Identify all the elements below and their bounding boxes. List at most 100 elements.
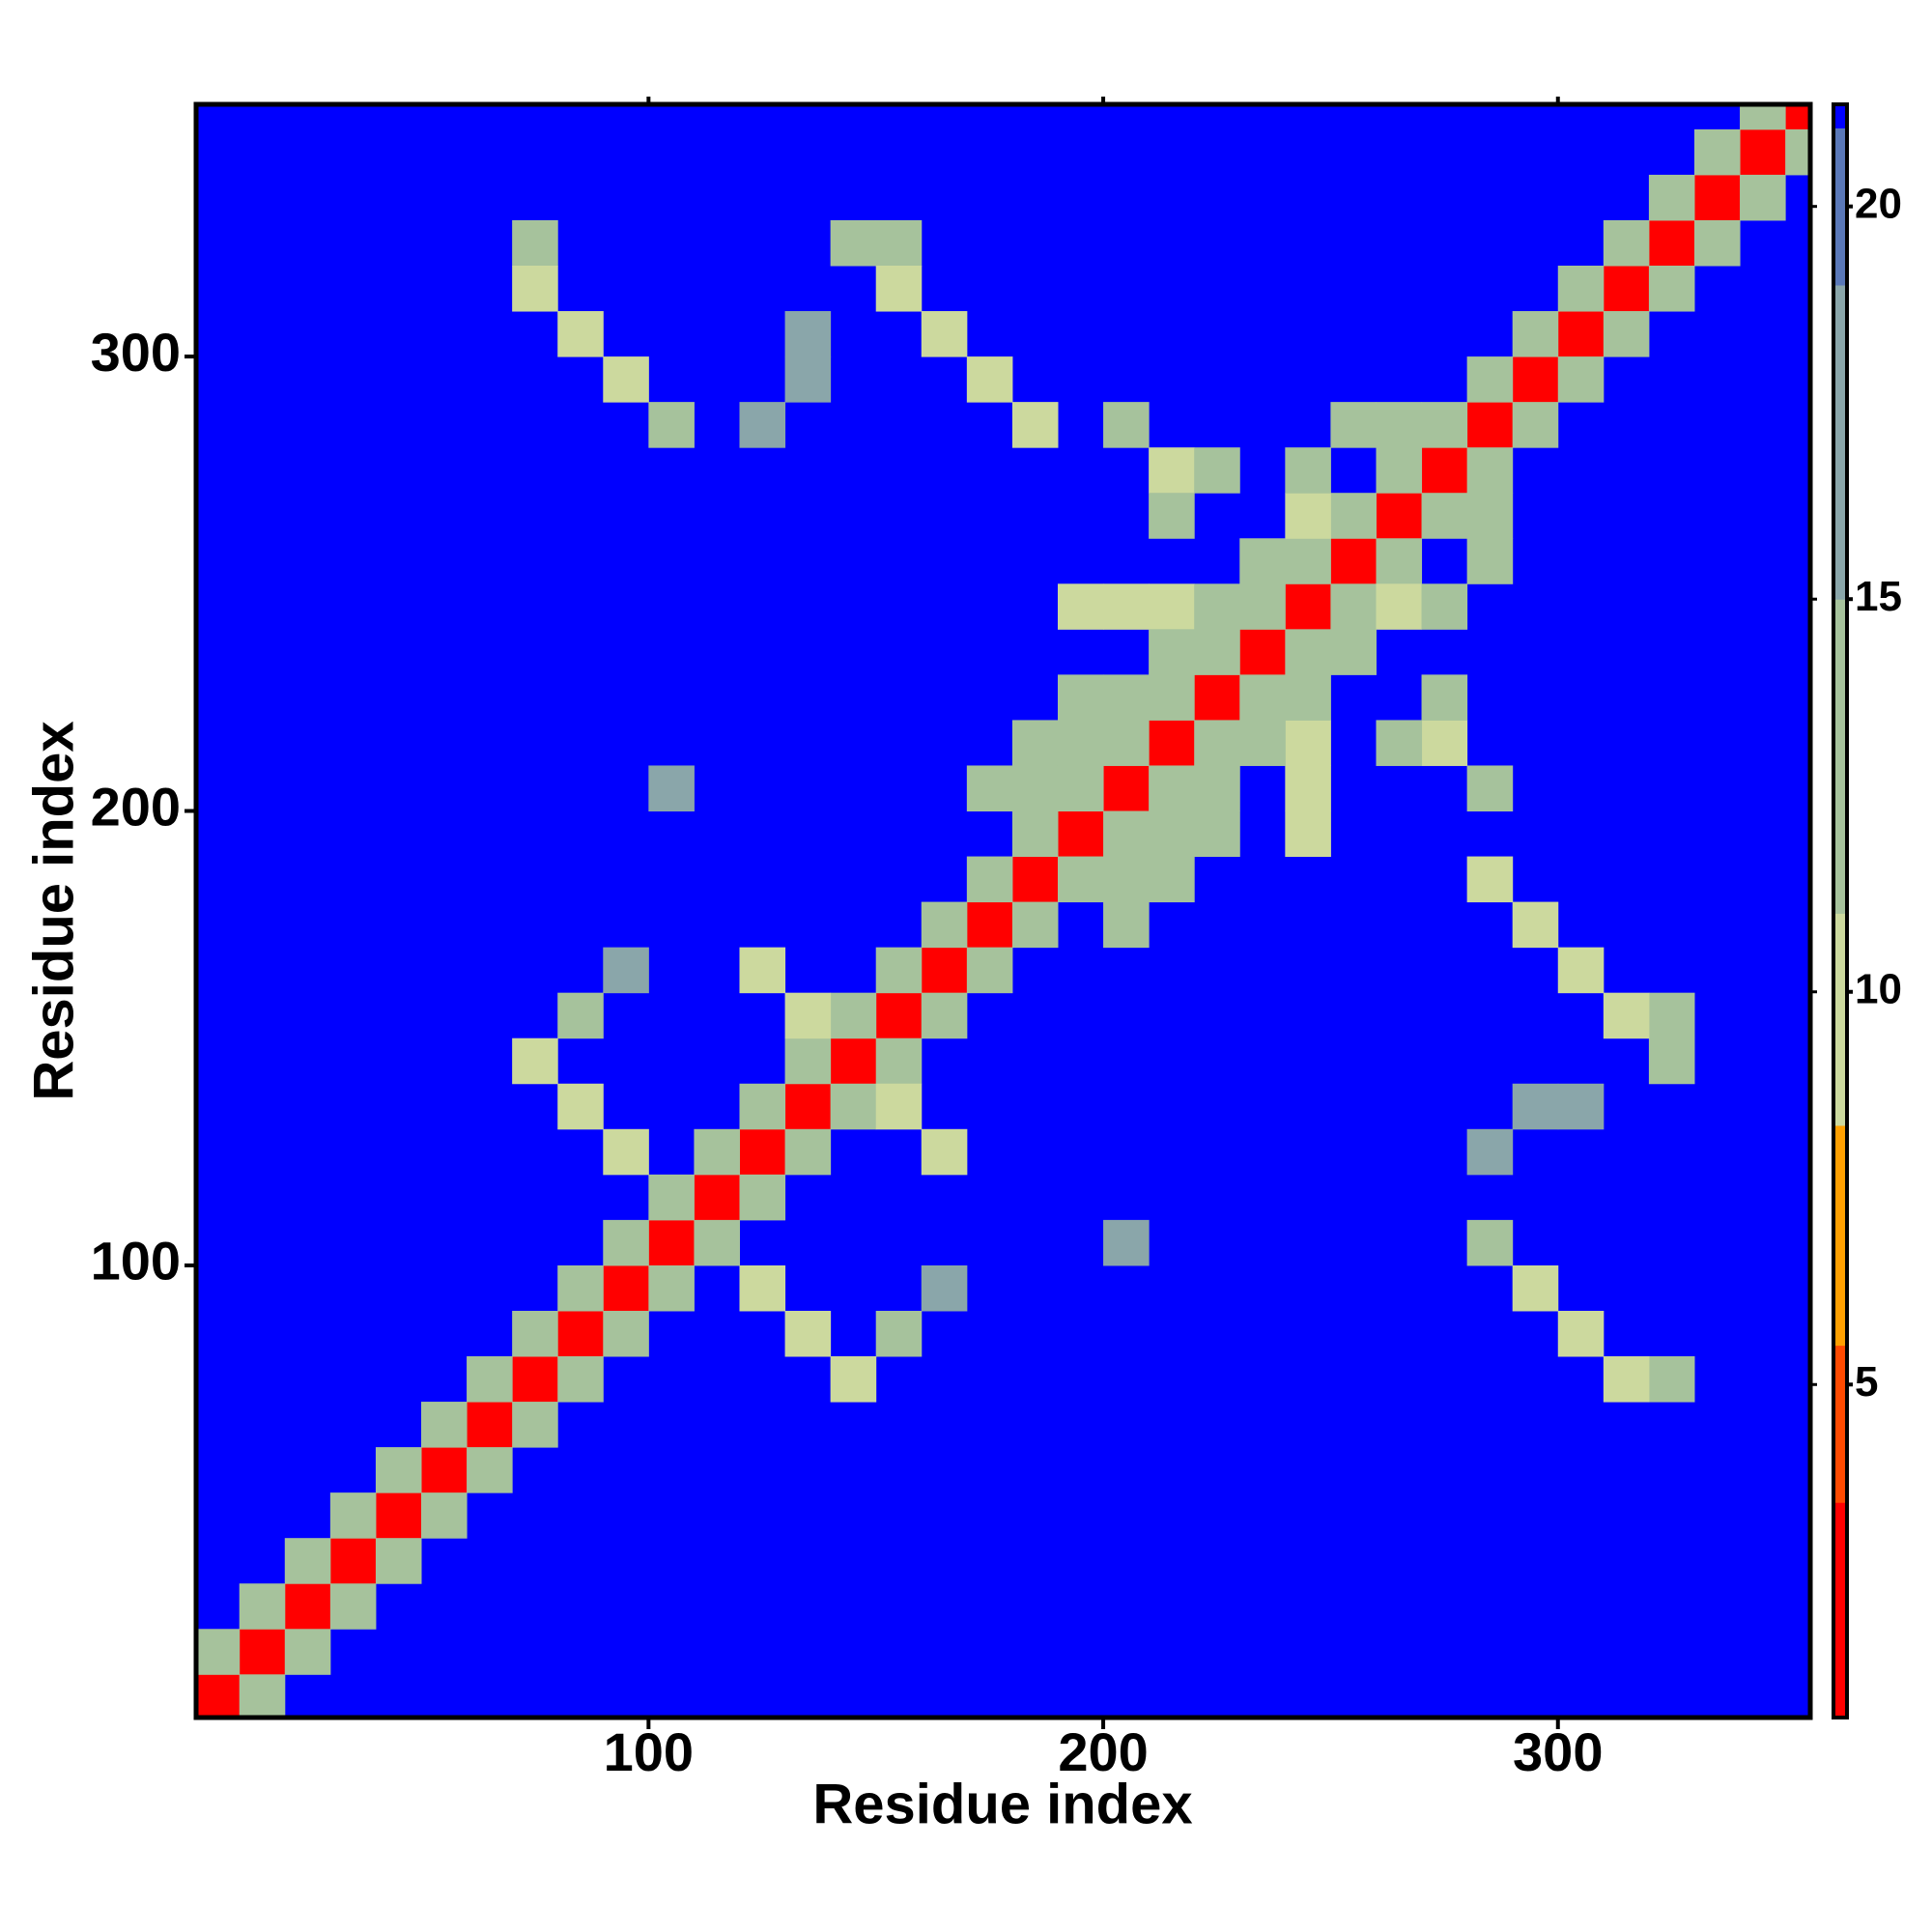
heatmap-cell [1693,219,1741,267]
heatmap-cell [784,1083,832,1130]
heatmap-cell [603,356,649,403]
heatmap-cell [557,1264,604,1312]
heatmap-cell [239,1583,286,1630]
heatmap-cell [1648,219,1695,267]
x-tick-label: 200 [1058,1721,1148,1782]
heatmap-cell [1466,493,1514,539]
heatmap-cell [784,356,832,403]
heatmap-cell [1376,402,1423,448]
heatmap-cell [784,1037,832,1085]
heatmap-cell [1557,356,1605,403]
heatmap-cell [1512,901,1559,949]
heatmap-cell [1011,810,1059,858]
heatmap-cell [1785,128,1810,176]
panel-frame [193,101,1813,1720]
heatmap-cell [875,219,923,267]
heatmap-cell [1512,311,1559,357]
heatmap-cell [1285,674,1331,721]
heatmap-cell [875,1037,923,1085]
heatmap-cell [557,1083,604,1130]
colorbar-segment [1833,285,1847,600]
heatmap-cell [1693,174,1741,221]
colorbar-segment [1833,1345,1847,1503]
x-axis-title: Residue index [812,1773,1192,1835]
heatmap-cell [1285,765,1331,812]
heatmap-cell [1149,720,1195,766]
heatmap-cell [1466,447,1514,494]
heatmap-cell [1149,674,1195,721]
heatmap-cell [467,1402,513,1448]
heatmap-cell [875,992,923,1039]
heatmap-cell [196,1674,241,1718]
heatmap-cell [1149,447,1195,494]
heatmap-cell [1648,1356,1695,1403]
heatmap-cell [512,1402,558,1448]
heatmap-cell [1421,447,1468,494]
heatmap-cell [603,1310,649,1357]
heatmap-cell [966,856,1013,903]
heatmap-cell [603,1264,649,1312]
colorbar-segment [1833,913,1847,1126]
heatmap-cell [830,1037,877,1085]
heatmap-cell [875,266,923,312]
heatmap-cell [239,1629,286,1675]
heatmap-cell [512,1310,558,1357]
heatmap-cell [1103,1219,1150,1266]
heatmap-cell [1603,1356,1650,1403]
heatmap-cell [603,947,649,994]
heatmap-cell [1376,720,1423,766]
heatmap-cell [1376,583,1423,630]
heatmap-cell [1740,104,1786,130]
heatmap-cell [1194,810,1240,858]
heatmap-cell [1103,765,1150,812]
heatmap-cell [784,1128,832,1176]
heatmap-cell [1603,219,1650,267]
heatmap-cell [1103,583,1150,630]
heatmap-cell [830,1356,877,1403]
heatmap-cell [1512,1083,1559,1130]
heatmap-cell [329,1492,377,1539]
heatmap [196,104,1810,1718]
heatmap-cell [921,947,968,994]
heatmap-cell [875,1310,923,1357]
heatmap-cell [784,311,832,357]
heatmap-cell [739,1264,786,1312]
heatmap-cell [1330,583,1377,630]
heatmap-cell [1330,629,1377,675]
y-axis-title: Residue index [22,721,85,1100]
heatmap-cell [648,1174,695,1221]
heatmap-cell [1512,1264,1559,1312]
heatmap-cell [284,1629,331,1675]
y-tick-label: 200 [91,776,181,837]
heatmap-cell [1103,856,1150,903]
x-tick-label: 300 [1513,1721,1603,1782]
heatmap-cell [830,1083,877,1130]
colorbar-segment [1833,599,1847,914]
heatmap-cell [739,1128,786,1176]
heatmap-cell [784,992,832,1039]
heatmap-cell [1239,674,1286,721]
heatmap-cell [1011,901,1059,949]
heatmap-cell [1149,765,1195,812]
heatmap-cell [1239,629,1286,675]
heatmap-cell [512,219,558,267]
heatmap-cell [1194,583,1240,630]
heatmap-cell [284,1538,331,1584]
heatmap-cell [784,1310,832,1357]
heatmap-cell [1512,356,1559,403]
heatmap-cell [1557,947,1605,994]
heatmap-cell [420,1492,468,1539]
heatmap-cell [1466,1128,1514,1176]
heatmap-cell [1648,266,1695,312]
heatmap-cell [1285,629,1331,675]
heatmap-cell [1239,720,1286,766]
heatmap-cell [875,947,923,994]
heatmap-cell [1194,765,1240,812]
heatmap-cell [1057,856,1104,903]
colorbar-tick-label: 15 [1855,573,1902,620]
heatmap-cell [1603,992,1650,1039]
heatmap-cell [1103,901,1150,949]
heatmap-cell [1421,720,1468,766]
heatmap-cell [1149,583,1195,630]
